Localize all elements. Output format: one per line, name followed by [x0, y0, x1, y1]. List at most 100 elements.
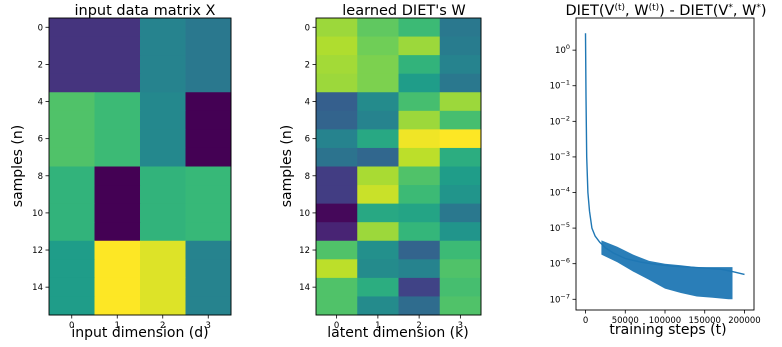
heatmap-cell — [398, 240, 441, 260]
heatmap-cell — [316, 110, 358, 130]
noise-band — [601, 240, 733, 300]
heatmap-cell — [94, 259, 141, 279]
title-part: DIET(V — [565, 3, 614, 19]
heatmap-cell — [357, 110, 399, 130]
heatmap-cell — [357, 147, 399, 167]
y-tick-label: 10−6 — [550, 257, 570, 270]
y-tick-label: 10−7 — [550, 292, 570, 305]
y-tick-label: 100 — [555, 43, 570, 56]
heatmap-cell — [49, 185, 95, 205]
heatmap-cell — [316, 259, 358, 279]
heatmap-cell — [49, 110, 95, 130]
y-tick-label: 12 — [299, 246, 310, 256]
title-part: ) - DIET(V — [659, 3, 728, 19]
heatmap-cell — [49, 36, 95, 56]
heatmap-cell — [140, 110, 186, 130]
x-tick-label: 0 — [334, 321, 339, 331]
heatmap-cell — [49, 259, 95, 279]
heatmap-cell — [49, 73, 95, 93]
heatmap-cell — [357, 73, 399, 93]
heatmap-cell — [357, 259, 399, 279]
heatmap-cell — [398, 185, 441, 205]
title-part: * — [756, 3, 761, 13]
heatmap-cell — [140, 277, 186, 297]
heatmap-cell — [49, 129, 95, 149]
heatmap-cell — [140, 296, 186, 316]
y-tick-label: 10−5 — [550, 221, 570, 234]
y-tick-label: 6 — [305, 135, 310, 145]
y-axis-label: samples (n) — [279, 125, 295, 207]
y-tick-label: 2 — [305, 60, 310, 70]
x-ticks: 0 1 2 3 — [334, 315, 463, 331]
heatmap-cell — [316, 185, 358, 205]
heatmap-cell — [398, 55, 441, 75]
y-tick-label: 8 — [38, 172, 43, 182]
heatmap-cell — [316, 55, 358, 75]
heatmap-cell — [140, 203, 186, 223]
heatmap-cells — [316, 18, 482, 316]
title-part: , W — [625, 3, 649, 19]
heatmap-cell — [439, 18, 482, 38]
heatmap-cell — [185, 240, 232, 260]
x-axis-label: latent dimension (k) — [327, 325, 468, 341]
heatmap-cell — [140, 240, 186, 260]
heatmap-cell — [357, 222, 399, 242]
title-part: (t) — [614, 3, 625, 13]
heatmap-cell — [185, 18, 232, 38]
heatmap-cell — [357, 166, 399, 186]
y-tick-label: 14 — [299, 283, 310, 293]
heatmap-cell — [185, 73, 232, 93]
heatmap-cell — [439, 259, 482, 279]
heatmap-cell — [439, 36, 482, 56]
heatmap-cell — [316, 277, 358, 297]
heatmap-cell — [316, 166, 358, 186]
heatmap-cell — [140, 36, 186, 56]
plot-frame — [315, 17, 482, 316]
heatmap-cell — [94, 129, 141, 149]
y-tick-label: 0 — [305, 23, 310, 33]
heatmap-cell — [49, 147, 95, 167]
chart-title: input data matrix X — [75, 3, 216, 19]
heatmap-cell — [398, 259, 441, 279]
title-part: ) — [761, 3, 767, 19]
y-ticks: 0 2 4 6 8 10 12 14 — [32, 23, 49, 293]
title-part: * — [728, 3, 733, 13]
heatmap-cell — [398, 222, 441, 242]
heatmap-cell — [316, 18, 358, 38]
heatmap-cell — [49, 166, 95, 186]
heatmap-cell — [439, 277, 482, 297]
heatmap-cell — [49, 203, 95, 223]
heatmap-cell — [94, 147, 141, 167]
heatmap-cell — [439, 296, 482, 316]
y-tick-label: 8 — [305, 172, 310, 182]
x-tick-label: 200000 — [728, 316, 760, 326]
heatmap-cell — [398, 203, 441, 223]
y-tick-label: 2 — [38, 60, 43, 70]
heatmap-cell — [94, 296, 141, 316]
heatmap-cell — [439, 240, 482, 260]
heatmap-cell — [140, 18, 186, 38]
heatmap-cell — [94, 185, 141, 205]
heatmap-cell — [357, 240, 399, 260]
y-tick-label: 14 — [32, 283, 43, 293]
heatmap-cell — [49, 277, 95, 297]
heatmap-cell — [398, 36, 441, 56]
heatmap-cell — [185, 129, 232, 149]
x-tick-label: 3 — [206, 321, 211, 331]
y-tick-label: 10−3 — [550, 150, 570, 163]
heatmap-cell — [439, 92, 482, 112]
y-tick-label: 12 — [32, 246, 43, 256]
heatmap-cell — [140, 259, 186, 279]
heatmap-cell — [185, 296, 232, 316]
heatmap-cell — [316, 92, 358, 112]
heatmap-cell — [185, 185, 232, 205]
y-ticks: 0 2 4 6 8 10 12 14 — [299, 23, 316, 293]
title-part: , W — [733, 3, 757, 19]
y-tick-label: 4 — [305, 98, 310, 108]
heatmap-cell — [185, 277, 232, 297]
x-tick-label: 2 — [160, 321, 165, 331]
heatmap-cell — [357, 18, 399, 38]
